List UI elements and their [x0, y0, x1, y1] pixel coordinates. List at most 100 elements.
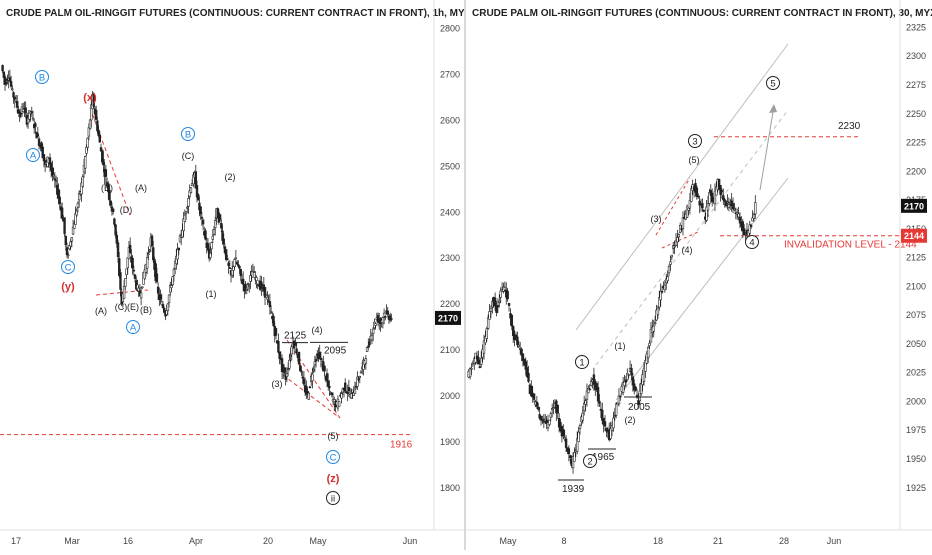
candle-body: [86, 137, 89, 148]
candle-body: [751, 217, 754, 222]
candle-body: [386, 310, 389, 315]
candle-body: [249, 275, 252, 282]
y-tick-label: 2600: [440, 115, 460, 125]
candle-body: [645, 353, 648, 364]
candle-body: [90, 104, 93, 121]
candle-body: [58, 196, 61, 204]
candle-body: [172, 268, 176, 276]
candle-body: [52, 174, 55, 177]
candle-body: [170, 285, 173, 289]
candle-body: [713, 190, 717, 205]
candle-body: [212, 229, 216, 235]
candle-body: [272, 315, 275, 327]
candle-body: [71, 226, 75, 235]
candle-body: [495, 305, 498, 313]
current-price-label: 2170: [904, 201, 924, 211]
candle-body: [733, 208, 736, 211]
candle-body: [98, 134, 102, 143]
wave-label: A: [30, 151, 37, 162]
candle-body: [562, 429, 565, 437]
candle-body: [183, 214, 187, 223]
candle-body: [148, 249, 151, 252]
y-tick-label: 2200: [440, 299, 460, 309]
candle-body: [687, 207, 690, 211]
candle-body: [612, 417, 615, 429]
level-label: 1965: [592, 452, 615, 463]
candle-body: [60, 207, 64, 219]
candle-body: [167, 294, 171, 303]
candle-body: [573, 452, 576, 462]
candle-body: [498, 300, 501, 303]
candle-body: [524, 361, 527, 370]
candle-body: [347, 387, 351, 392]
candle-body: [710, 192, 714, 203]
candle-body: [642, 367, 646, 382]
candle-body: [194, 171, 197, 189]
candle-body: [132, 269, 136, 272]
wave-label: (2): [225, 172, 236, 182]
y-tick-label: 2225: [906, 138, 926, 148]
candle-body: [390, 318, 393, 320]
candle-body: [73, 223, 76, 229]
y-tick-label: 1975: [906, 425, 926, 435]
candle-body: [730, 200, 733, 206]
left-chart-panel[interactable]: CRUDE PALM OIL-RINGGIT FUTURES (CONTINUO…: [0, 0, 472, 550]
x-tick-label: Jun: [827, 536, 842, 546]
candle-body: [585, 390, 589, 400]
candle-body: [550, 408, 554, 411]
wave-label: (y): [61, 281, 75, 293]
candle-body: [17, 109, 20, 114]
y-tick-label: 2500: [440, 161, 460, 171]
candle-body: [346, 392, 349, 394]
candle-body: [299, 365, 302, 372]
candle-body: [731, 203, 735, 210]
chart-1h[interactable]: CRUDE PALM OIL-RINGGIT FUTURES (CONTINUO…: [0, 0, 472, 550]
candle-body: [660, 290, 664, 293]
candle-body: [312, 369, 315, 371]
level-label: 1939: [562, 484, 585, 495]
candle-body: [30, 111, 33, 114]
chart-30m[interactable]: CRUDE PALM OIL-RINGGIT FUTURES (CONTINUO…: [466, 0, 932, 550]
candle-body: [754, 202, 757, 215]
candle-body: [516, 336, 519, 346]
candle-body: [736, 212, 739, 215]
candle-body: [290, 346, 293, 355]
wave-label: C: [330, 453, 337, 464]
candle-body: [614, 403, 618, 416]
x-tick-label: 18: [653, 536, 663, 546]
candle-body: [204, 230, 207, 240]
y-tick-label: 2400: [440, 207, 460, 217]
level-label: 2005: [628, 402, 651, 413]
candle-body: [283, 367, 286, 373]
candle-body: [327, 380, 330, 387]
wave-label: 2: [587, 457, 592, 468]
candle-body: [88, 119, 92, 130]
candle-body: [652, 325, 655, 332]
wave-label-circle: [26, 148, 40, 162]
candle-body: [156, 286, 160, 294]
candle-body: [197, 194, 200, 200]
candle-body: [613, 415, 616, 418]
candle-body: [589, 380, 593, 386]
candle-body: [638, 390, 642, 402]
candle-body: [108, 189, 111, 201]
candle-body: [159, 294, 162, 300]
candle-body: [9, 81, 13, 87]
candle-body: [582, 403, 586, 411]
trendline: [655, 177, 691, 236]
candle-body: [489, 307, 493, 312]
candle-body: [75, 210, 78, 216]
candle-body: [351, 389, 354, 393]
candle-body: [182, 218, 185, 232]
wave-label: (A): [95, 306, 107, 316]
candle-body: [552, 407, 555, 409]
candle-body: [646, 347, 650, 358]
right-chart-panel[interactable]: CRUDE PALM OIL-RINGGIT FUTURES (CONTINUO…: [466, 0, 932, 550]
candle-body: [268, 301, 272, 308]
candle-body: [102, 158, 105, 166]
channel-line: [615, 177, 789, 401]
x-tick-label: Jun: [403, 536, 418, 546]
candle-body: [300, 370, 303, 373]
candle-body: [255, 277, 258, 281]
